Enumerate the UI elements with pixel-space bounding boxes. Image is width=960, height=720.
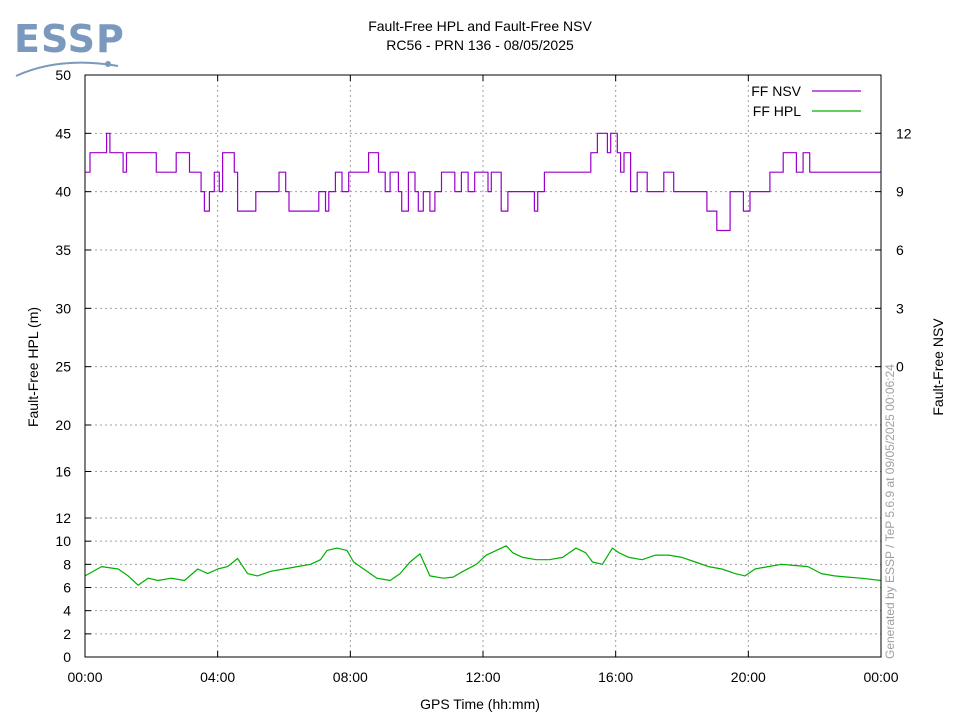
legend-label: FF HPL [753,103,801,119]
y2-axis-label: Fault-Free NSV [930,318,946,416]
legend-label: FF NSV [751,83,801,99]
ticks: 00:00 04:00 08:00 12:00 16:00 20:00 00:00 0 2 4 6 8… [55,67,911,685]
y-tick-label: 50 [55,67,71,83]
generated-credit: Generated by ESSP / TeP 5.6.9 at 09/05/2… [883,364,897,659]
y-tick-label: 40 [55,184,71,200]
chart-subtitle: RC56 - PRN 136 - 08/05/2025 [386,37,574,53]
y-axis-label: Fault-Free HPL (m) [25,307,41,427]
x-tick-label: 20:00 [731,669,766,685]
x-tick-label: 12:00 [465,669,500,685]
y-tick-label: 10 [55,533,71,549]
y-tick-label: 2 [63,626,71,642]
series-layer [84,132,882,586]
y-tick-label: 30 [55,300,71,316]
y2-tick-label: 12 [896,125,912,141]
y-tick-label: 16 [55,464,71,480]
y-tick-label: 8 [63,556,71,572]
y-tick-label: 20 [55,417,71,433]
x-tick-label: 16:00 [598,669,633,685]
y2-tick-label: 3 [896,300,904,316]
logo-dot [105,61,111,67]
grid [85,75,881,657]
x-tick-label: 00:00 [863,669,898,685]
x-axis-label: GPS Time (hh:mm) [420,696,540,712]
x-tick-label: 00:00 [67,669,102,685]
y-tick-label: 45 [55,125,71,141]
y-tick-label: 35 [55,242,71,258]
y-tick-label: 12 [55,510,71,526]
legend: FF NSV FF HPL [751,83,861,119]
x-tick-label: 08:00 [333,669,368,685]
y2-tick-label: 0 [896,359,904,375]
y2-tick-label: 9 [896,184,904,200]
y-tick-label: 6 [63,580,71,596]
y-tick-label: 0 [63,649,71,665]
chart-title: Fault-Free HPL and Fault-Free NSV [368,18,592,34]
logo-text: ESSP [14,17,125,61]
series-line-ff-hpl [84,545,882,586]
series-line-ff-nsv [85,132,881,232]
x-tick-label: 04:00 [200,669,235,685]
y-tick-label: 25 [55,359,71,375]
essp-logo: ESSP [14,17,125,77]
y-tick-label: 4 [63,603,71,619]
y2-tick-label: 6 [896,242,904,258]
